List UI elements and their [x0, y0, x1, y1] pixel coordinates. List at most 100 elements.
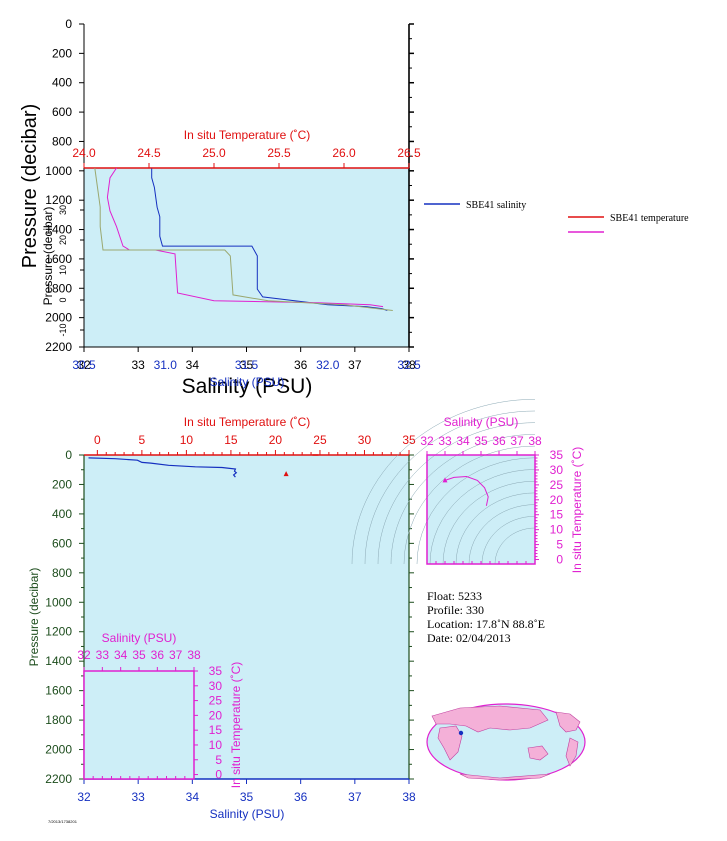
top-salinity-tick-label: 35	[240, 358, 254, 372]
top-overlay-tick-label: 20	[58, 235, 68, 245]
top-pressure-tick-label: 1400	[45, 223, 72, 237]
ts-temperature-tick-label: 0	[556, 553, 563, 567]
bottom-temperature-tick-label: 25	[313, 433, 327, 447]
bottom-pressure-tick-label: 2200	[45, 772, 72, 786]
profile-number: Profile: 330	[427, 603, 484, 617]
ts-inset-temperature-tick-label: 5	[215, 753, 222, 767]
ts-density-contour	[403, 445, 536, 565]
bottom-pressure-tick-label: 1600	[45, 684, 72, 698]
ts-density-contour	[429, 469, 536, 565]
legend-label-salinity: SBE41 salinity	[466, 200, 526, 211]
ts-salinity-tick-label: 32	[420, 434, 434, 448]
top-profile-panel: 0200400600800100012001400160018002000220…	[19, 17, 689, 398]
world-map	[426, 703, 586, 781]
bottom-salinity-tick-label: 33	[131, 790, 145, 804]
ts-inset-temperature-tick-label: 0	[215, 768, 222, 782]
top-overlay-pressure-ticks: -10 0 10 20 30	[58, 205, 84, 337]
ts-temperature-tick-label: 35	[550, 448, 564, 462]
ts-salinity-tick-label: 33	[438, 434, 452, 448]
bottom-pressure-axis-title: Pressure (decibar)	[27, 568, 41, 667]
top-salinity-tick-label: 32	[77, 358, 91, 372]
ts-inset-salinity-tick-label: 33	[96, 648, 110, 662]
top-temperature-axis-title: In situ Temperature (˚C)	[184, 128, 311, 142]
float-id: Float: 5233	[427, 589, 482, 603]
map-continents	[431, 705, 581, 781]
top-salinity-tick-label: 33	[131, 358, 145, 372]
bottom-salinity-tick-label: 34	[186, 790, 200, 804]
ts-salinity-tick-label: 38	[528, 434, 542, 448]
ts-series-line	[444, 475, 489, 506]
bottom-salinity-tick-label: 37	[348, 790, 362, 804]
continent-americas-north	[555, 711, 581, 733]
bottom-series-group	[88, 454, 319, 478]
top-pressure-tick-label: 2200	[45, 340, 72, 354]
top-overlay-tick-label: -10	[58, 323, 68, 336]
top-salinity-secondary-tick-label: 32.5	[397, 358, 421, 372]
bottom-pressure-tick-label: 600	[52, 536, 72, 550]
float-location: Location: 17.8˚N 88.8˚E	[427, 617, 545, 631]
top-plot-area	[84, 168, 409, 347]
bottom-pressure-tick-label: 800	[52, 566, 72, 580]
top-pressure-tick-label: 200	[52, 46, 72, 60]
ts-density-contour	[364, 410, 536, 565]
top-temperature-tick-label: 26.5	[397, 146, 421, 160]
top-right-ticks	[409, 23, 414, 348]
profile-date: Date: 02/04/2013	[427, 631, 511, 645]
ts-inset-title: Salinity (PSU)	[102, 631, 177, 645]
bottom-salinity-ticks: 32 33 34 35 36 37 38	[77, 779, 416, 804]
ts-inset-temperature-tick-label: 35	[209, 664, 223, 678]
top-legend: SBE41 salinity SBE41 temperature	[424, 200, 689, 233]
ts-inset-temperature-tick-label: 10	[209, 738, 223, 752]
ts-salinity-tick-label: 34	[456, 434, 470, 448]
top-salinity-tick-label: 34	[186, 358, 200, 372]
ts-salinity-tick-label: 36	[492, 434, 506, 448]
ts-density-contour	[377, 422, 536, 565]
ts-temperature-tick-label: 5	[556, 538, 563, 552]
ts-series-group	[442, 475, 489, 506]
top-salinity-axis-title: Salinity (PSU)	[182, 375, 313, 398]
ts-inset-temperature-tick-label: 25	[209, 694, 223, 708]
float-location-marker	[458, 730, 464, 736]
float-info: Float: 5233 Profile: 330 Location: 17.8˚…	[427, 589, 545, 645]
top-pressure-axis-title: Pressure (decibar)	[19, 104, 41, 269]
ts-inset-temperature-tick-label: 30	[209, 679, 223, 693]
top-salinity-secondary-tick-label: 30.5	[72, 358, 96, 372]
top-temperature-tick-label: 26.0	[332, 146, 356, 160]
bottom-temperature-ticks: 0 5 10 15 20 25 30 35	[94, 433, 416, 455]
top-pressure-tick-label: 1000	[45, 164, 72, 178]
bottom-temperature-tick-label: 5	[139, 433, 146, 447]
ts-inset-salinity-tick-label: 37	[169, 648, 183, 662]
bottom-pressure-tick-label: 200	[52, 477, 72, 491]
bottom-temperature-tick-label: 35	[402, 433, 416, 447]
top-salinity-tick-label: 36	[294, 358, 308, 372]
ts-temperature-tick-label: 20	[550, 493, 564, 507]
continent-antarctica	[459, 773, 551, 781]
top-salinity-secondary-tick-label: 31.5	[235, 358, 259, 372]
top-salinity-secondary-tick-label: 32.0	[316, 358, 340, 372]
ts-temperature-tick-label: 10	[550, 523, 564, 537]
bottom-temperature-axis-title: In situ Temperature (˚C)	[184, 415, 311, 429]
top-salinity-tick-label: 37	[348, 358, 362, 372]
top-overlay-tick-label: 10	[58, 265, 68, 275]
ts-inset-salinity-tick-label: 32	[77, 648, 91, 662]
ts-ylabel: In situ Temperature (˚C)	[570, 447, 584, 574]
bottom-pressure-tick-label: 1200	[45, 625, 72, 639]
bottom-temperature-tick-label: 20	[269, 433, 283, 447]
bottom-pressure-tick-label: 1400	[45, 654, 72, 668]
ts-inset-ylabel: In situ Temperature (˚C)	[229, 662, 243, 789]
ts-temperature-tick-label: 15	[550, 508, 564, 522]
ts-density-contour	[494, 527, 536, 565]
ts-inset-salinity-ticks: 32 33 34 35 36 37 38	[77, 648, 201, 779]
bottom-salinity-axis-title: Salinity (PSU)	[210, 807, 285, 821]
ts-inset-salinity-tick-label: 34	[114, 648, 128, 662]
top-temperature-ticks: 24.0 24.5 25.0 25.5 26.0 26.5	[72, 146, 421, 168]
bottom-temperature-tick-label: 0	[94, 433, 101, 447]
top-series-group	[84, 167, 403, 311]
bottom-profile-panel: 0200400600800100012001400160018002000220…	[27, 415, 416, 821]
top-overlay-tick-label: 0	[58, 297, 68, 302]
bottom-temperature-tick-label: 30	[358, 433, 372, 447]
